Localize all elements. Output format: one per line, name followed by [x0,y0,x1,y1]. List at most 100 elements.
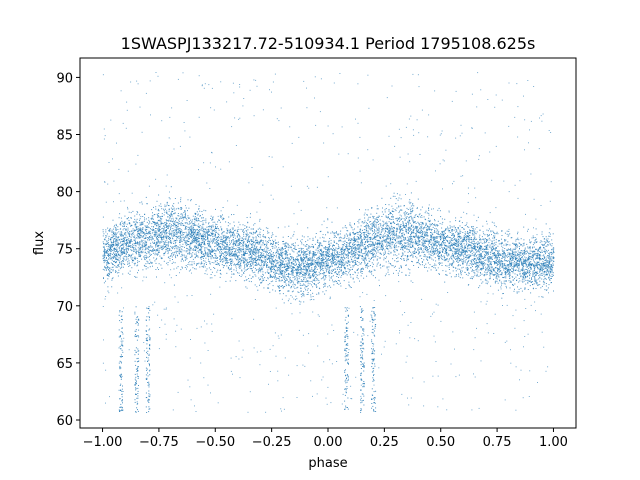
data-point [296,268,298,270]
data-point [463,236,465,238]
data-point [432,226,434,228]
data-point [276,269,278,271]
data-point [498,261,500,263]
data-point [441,246,443,248]
data-point [533,264,535,266]
data-point [506,255,508,257]
data-point [120,255,122,257]
data-point [498,276,500,278]
data-point [146,252,148,254]
data-point [290,264,292,266]
data-point [128,249,129,251]
data-point [493,253,495,255]
data-point [254,264,256,266]
data-point [323,283,325,285]
data-point [291,243,293,245]
data-point [149,249,151,251]
data-point [217,244,219,246]
data-point [231,240,233,242]
data-point [535,254,537,256]
data-point [116,247,118,249]
data-point [187,244,189,246]
data-point [224,242,226,244]
data-point [462,249,464,250]
data-point [519,254,521,256]
data-point [265,255,267,257]
data-point [344,258,346,260]
data-point [419,264,421,266]
data-point [187,226,189,228]
data-point [472,265,473,267]
data-point [193,225,195,226]
data-point [510,257,512,259]
data-point [528,281,530,282]
data-point [352,265,354,267]
data-point [354,272,356,274]
data-point [358,255,360,257]
data-point [521,290,523,292]
data-point [442,251,443,253]
data-point [384,232,386,234]
data-point [422,223,424,225]
data-point [332,246,333,248]
data-point [496,263,498,264]
data-point [147,256,149,258]
data-point [258,269,260,271]
data-point [200,221,202,222]
data-point [306,264,307,265]
data-point [247,244,249,246]
data-point [338,265,339,267]
data-point [503,256,505,258]
data-point [108,275,110,277]
data-point [444,218,446,220]
data-point [342,265,344,267]
data-point [276,252,277,253]
data-point [380,238,382,240]
data-point [418,222,420,224]
data-point [115,248,116,250]
data-point [157,209,159,211]
data-point [476,258,478,260]
data-point [351,227,353,229]
data-point [144,265,146,267]
data-point [549,244,551,246]
data-point [260,239,262,241]
data-point [346,227,348,229]
data-point [136,228,138,230]
data-point [461,245,463,247]
data-point [388,225,390,227]
data-point [438,234,440,236]
data-point [128,255,130,257]
data-point [339,262,341,264]
data-point [271,270,273,272]
data-point [277,286,279,287]
data-point [536,282,538,284]
data-point [222,235,224,237]
data-point [120,231,122,232]
data-point [184,237,186,239]
data-point [270,255,272,257]
data-point [344,226,346,228]
data-point [128,254,129,256]
data-point [192,248,194,250]
data-point [334,271,336,273]
data-point [383,223,385,225]
data-point [518,254,520,256]
data-point [274,260,276,262]
data-point [309,238,311,240]
data-point [516,238,518,240]
data-point [277,270,279,272]
data-point [485,249,487,250]
data-point [157,215,159,217]
data-point [299,265,301,266]
data-point [107,254,109,256]
data-point [452,254,454,256]
data-point [150,228,151,230]
data-point [367,218,369,220]
data-point [468,264,470,266]
data-point [203,240,205,242]
data-point [187,229,189,231]
data-point [428,212,430,214]
data-point [383,240,385,242]
data-point [152,221,154,222]
